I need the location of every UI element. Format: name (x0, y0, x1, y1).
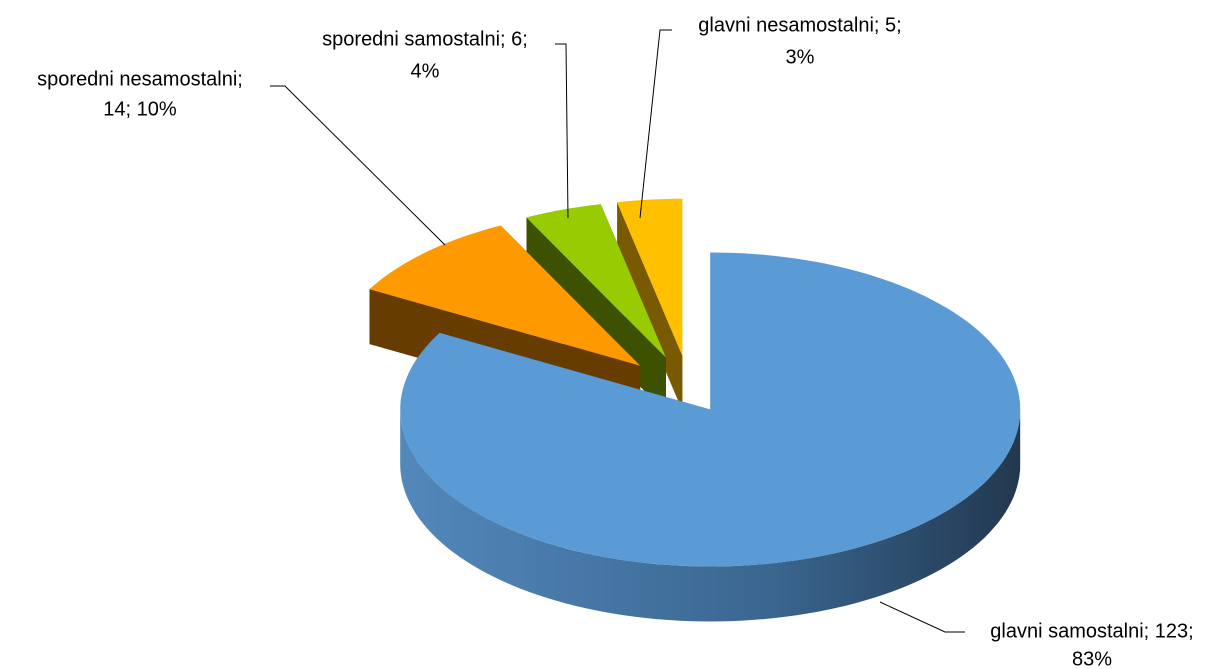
slice (400, 252, 1021, 622)
data-label: 3% (786, 46, 815, 68)
data-label: glavni nesamostalni; 5; (698, 14, 901, 36)
leader-line (555, 43, 569, 219)
pie (369, 198, 1021, 622)
data-label: sporedni nesamostalni; (37, 68, 243, 90)
data-label: 83% (1072, 648, 1112, 669)
data-label: sporedni samostalni; 6; (322, 28, 528, 50)
data-label: 4% (411, 60, 440, 82)
leader-line (879, 601, 965, 633)
slice-top (526, 204, 666, 358)
slice-wall (617, 202, 683, 411)
leader-line (270, 85, 446, 246)
slice-side (400, 409, 1021, 622)
slice-top (369, 225, 641, 366)
slice (617, 198, 683, 411)
data-label: glavni samostalni; 123; (990, 620, 1193, 642)
slice-top (617, 198, 683, 356)
data-label: 14; 10% (103, 98, 177, 120)
slice-top (400, 252, 1021, 567)
leader-line (639, 29, 672, 219)
